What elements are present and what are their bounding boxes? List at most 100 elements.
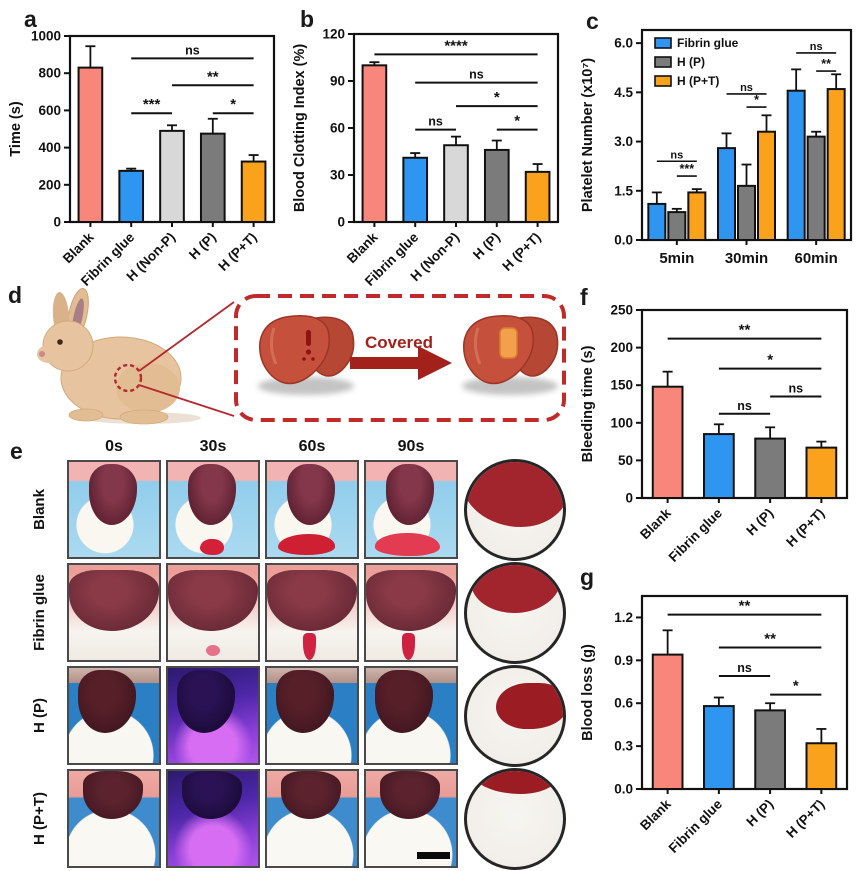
blood-drop-2 <box>302 357 306 361</box>
bar <box>754 437 786 499</box>
y-tick-label: 0.9 <box>614 653 633 668</box>
sig-label: ** <box>821 57 831 71</box>
panel-d: d <box>6 282 572 432</box>
x-tick-label: Blank <box>637 796 674 833</box>
panel-a-letter: a <box>24 6 37 32</box>
sig-label: * <box>494 89 500 106</box>
rabbit-snout <box>37 345 61 363</box>
column-header-90s: 90s <box>397 438 425 455</box>
y-tick-label: 0 <box>625 491 633 506</box>
e-corner-spacer <box>16 432 62 456</box>
panel-g-letter: g <box>580 564 595 590</box>
sig-label: ** <box>207 68 219 85</box>
photo-cell-ph-hpt-60s <box>265 769 359 868</box>
liver-highlight <box>269 327 278 365</box>
chart-g-blood-loss: 0.0 0.3 0.6 0.9 1.2 Blood loss (g) BlankFibrin… <box>580 594 849 856</box>
photo-cell-ph-blank-0s <box>67 460 161 559</box>
filter-paper-ph-glue <box>464 561 566 664</box>
hydrogel-patch <box>499 327 518 359</box>
y-tick-label: 90 <box>330 74 345 89</box>
sig-label: * <box>754 93 759 107</box>
bar <box>524 170 551 224</box>
photo-cell-ph-hpt-0s <box>67 769 161 868</box>
sig-label: * <box>767 352 773 369</box>
panel-c-letter: c <box>586 8 599 34</box>
sig-label: * <box>514 113 520 130</box>
bar <box>703 433 735 499</box>
y-tick-label: 60 <box>330 121 345 136</box>
y-tick-label: 3.0 <box>614 134 633 149</box>
y-tick-label: 400 <box>38 140 61 155</box>
sig-label: *** <box>680 162 695 176</box>
x-tick-label: 60min <box>794 250 837 267</box>
sig-label: * <box>793 678 799 695</box>
rabbit-eye <box>57 339 63 345</box>
y-tick-label: 200 <box>610 340 633 355</box>
liver-left-lobe <box>259 315 330 385</box>
y-tick-label: 0 <box>337 215 345 230</box>
sig-label: **** <box>444 37 468 54</box>
bar <box>805 742 838 790</box>
rabbit-illustration <box>37 287 201 425</box>
filter-paper-ph-blank <box>464 458 566 561</box>
bar <box>483 148 510 223</box>
panel-f-letter: f <box>580 284 588 310</box>
x-tick-label: H (P+T) <box>783 506 827 550</box>
bar <box>240 160 267 224</box>
legend-label: H (P) <box>677 55 705 69</box>
row-label-text: Fibrin glue <box>30 574 48 651</box>
liver-covered <box>462 315 559 395</box>
sig-label: ** <box>739 322 751 339</box>
y-tick-label: 200 <box>38 177 61 192</box>
liver-bleeding <box>258 315 355 395</box>
bar <box>826 88 846 241</box>
incision-site-dashed-circle <box>113 363 143 393</box>
y-tick-label: 0 <box>53 215 61 230</box>
y-tick-label: 0.0 <box>614 233 633 248</box>
callout-line-bottom <box>138 384 235 417</box>
x-tick-label: H (P) <box>743 506 776 539</box>
chart-f-bleeding-time: 0 50 100 150 200 250 Bleeding time (s) BlankFib… <box>580 303 849 565</box>
legend-swatch <box>654 75 672 87</box>
panel-f: f 0 50 100 150 200 250 Bleeding time (s) Blank F… <box>578 284 861 565</box>
bar <box>717 147 736 241</box>
y-tick-label: 1.5 <box>614 183 633 198</box>
e-header-spacer <box>463 432 567 456</box>
bar <box>703 705 735 790</box>
photo-cell-ph-glue-30s <box>166 563 260 662</box>
y-tick-label: 30 <box>330 168 345 183</box>
bar <box>361 64 388 224</box>
sig-label: ns <box>788 381 803 395</box>
bar <box>77 66 104 224</box>
panel-b: b 0 30 60 90 120 Blood Clotting Index (%) Blan… <box>290 4 570 289</box>
y-tick-label: 800 <box>38 66 61 81</box>
legend-swatch <box>654 37 672 49</box>
column-header-60s: 60s <box>298 438 326 455</box>
bar <box>651 385 684 499</box>
y-tick-label: 250 <box>610 303 633 318</box>
covered-label: Covered <box>365 333 433 352</box>
scale-bar <box>417 851 450 860</box>
x-tick-label: H (P+T) <box>215 230 259 274</box>
sig-label: ns <box>428 115 443 129</box>
y-tick-label: 0.3 <box>614 739 633 754</box>
row-label-text: H (P+T) <box>30 792 48 845</box>
bar <box>757 130 776 241</box>
photo-cell-ph-blank-30s <box>166 460 260 559</box>
panel-a: a 0 200 400 600 800 1000 Time (s) Blank Fibrin g… <box>6 4 286 289</box>
legend-label: Fibrin glue <box>677 36 739 50</box>
column-header-0s: 0s <box>105 438 123 455</box>
sig-label: ns <box>737 661 752 675</box>
filter-paper-ph-hpt <box>464 767 566 870</box>
bar <box>647 202 667 241</box>
x-tick-label: 5min <box>659 250 694 267</box>
x-tick-label: H (P+T) <box>783 797 827 841</box>
bar <box>805 446 838 499</box>
photo-cell-ph-hp-90s <box>364 666 458 765</box>
y-tick-label: 150 <box>610 378 633 393</box>
y-tick-label: 50 <box>618 453 633 468</box>
rabbit-hind-foot <box>119 409 169 425</box>
